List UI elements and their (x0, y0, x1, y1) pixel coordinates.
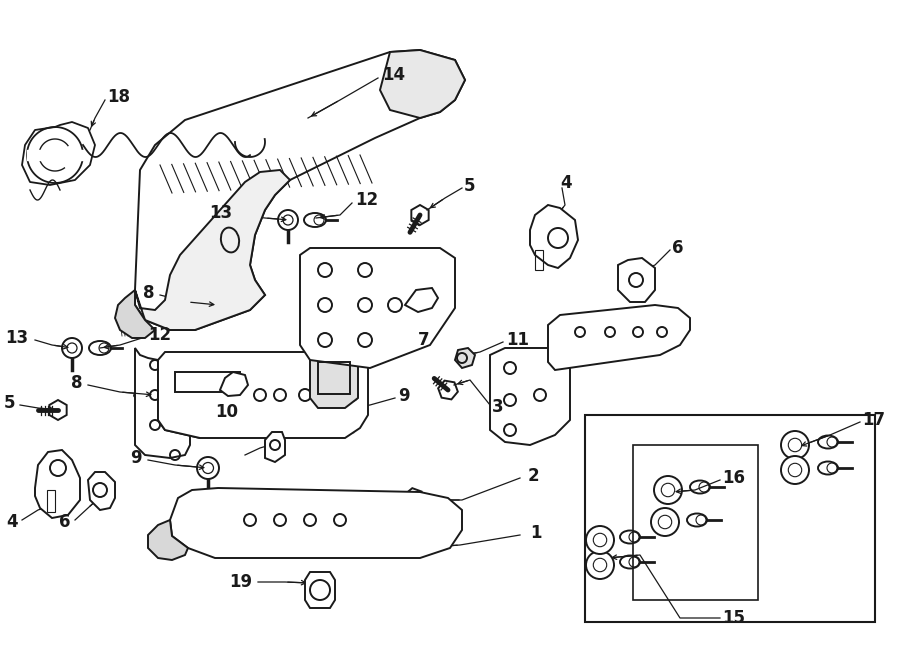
Text: 16: 16 (722, 469, 745, 487)
Bar (535, 250, 543, 270)
Text: 17: 17 (862, 411, 885, 429)
Ellipse shape (818, 461, 838, 475)
Polygon shape (265, 432, 285, 462)
Ellipse shape (687, 514, 707, 526)
Text: 13: 13 (4, 329, 28, 347)
Circle shape (586, 551, 614, 579)
Bar (585, 415, 875, 622)
Polygon shape (135, 50, 465, 330)
Ellipse shape (690, 481, 710, 493)
Text: 15: 15 (722, 609, 745, 627)
Text: 8: 8 (143, 284, 155, 302)
Bar (318, 362, 350, 394)
Polygon shape (548, 305, 690, 370)
Circle shape (197, 457, 219, 479)
Text: 12: 12 (148, 326, 171, 344)
Circle shape (654, 476, 682, 504)
Circle shape (651, 508, 679, 536)
Polygon shape (210, 295, 227, 315)
Text: 5: 5 (464, 177, 475, 195)
Polygon shape (405, 288, 438, 312)
Bar (47, 490, 55, 512)
Polygon shape (135, 348, 200, 458)
Polygon shape (147, 385, 164, 405)
Ellipse shape (304, 213, 326, 227)
Polygon shape (170, 488, 462, 558)
Text: 13: 13 (209, 204, 232, 222)
Text: 4: 4 (560, 174, 572, 192)
Polygon shape (411, 205, 428, 225)
Text: 4: 4 (6, 513, 18, 531)
Polygon shape (300, 248, 455, 368)
Text: 1: 1 (530, 524, 542, 542)
Text: 7: 7 (418, 331, 429, 349)
Polygon shape (618, 258, 655, 302)
Polygon shape (220, 372, 248, 396)
Bar (633, 445, 758, 600)
Circle shape (62, 338, 82, 358)
Text: 2: 2 (528, 467, 540, 485)
Text: 9: 9 (398, 387, 410, 405)
Text: 19: 19 (229, 573, 252, 591)
Text: 3: 3 (492, 398, 504, 416)
Ellipse shape (818, 436, 838, 448)
Text: 6: 6 (58, 513, 70, 531)
Text: 18: 18 (107, 88, 130, 106)
Circle shape (781, 456, 809, 484)
Text: 5: 5 (4, 394, 15, 412)
Text: 12: 12 (355, 191, 378, 209)
Text: 9: 9 (130, 449, 142, 467)
Polygon shape (490, 348, 570, 445)
Circle shape (781, 431, 809, 459)
Text: 14: 14 (382, 66, 405, 84)
Polygon shape (35, 450, 80, 518)
Polygon shape (88, 472, 115, 510)
Ellipse shape (620, 555, 640, 569)
Polygon shape (305, 572, 335, 608)
Circle shape (586, 526, 614, 554)
Polygon shape (148, 520, 188, 560)
Ellipse shape (620, 530, 640, 544)
Text: 8: 8 (70, 374, 82, 392)
Polygon shape (158, 352, 368, 438)
Polygon shape (115, 290, 155, 338)
Text: 10: 10 (215, 403, 238, 421)
Circle shape (341, 397, 363, 419)
Bar (175, 372, 240, 392)
Text: 6: 6 (672, 239, 683, 257)
Ellipse shape (89, 341, 111, 355)
Polygon shape (405, 488, 423, 508)
Polygon shape (310, 352, 358, 408)
Polygon shape (455, 348, 475, 368)
Circle shape (278, 210, 298, 230)
Polygon shape (135, 170, 290, 330)
Polygon shape (50, 400, 67, 420)
Text: 11: 11 (506, 331, 529, 349)
Polygon shape (380, 50, 465, 118)
Polygon shape (438, 381, 458, 399)
Polygon shape (530, 205, 578, 268)
